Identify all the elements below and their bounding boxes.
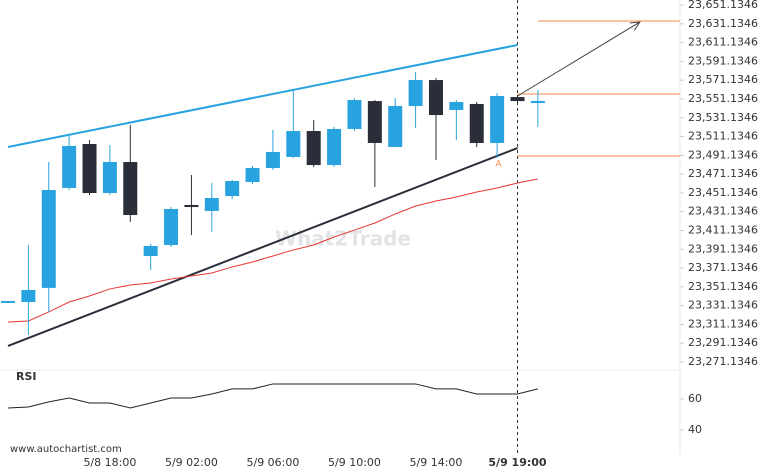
candle-body: [164, 208, 179, 245]
y-tick-label: 23,591.1346: [688, 54, 758, 67]
y-tick-label: 23,371.1346: [688, 261, 758, 274]
y-tick-label: 23,531.1346: [688, 111, 758, 124]
x-tick-label: 5/8 18:00: [83, 456, 136, 469]
rsi-title: RSI: [16, 370, 37, 383]
candle-body: [123, 162, 138, 216]
watermark: What2Trade: [275, 227, 411, 251]
x-tick-label: 5/9 10:00: [328, 456, 381, 469]
y-tick-label: 23,331.1346: [688, 299, 758, 312]
trendline: [7, 44, 518, 148]
candle-body: [1, 300, 15, 303]
y-tick-label: 23,611.1346: [688, 36, 758, 49]
rsi-tick-label: 40: [688, 423, 702, 436]
y-tick-label: 23,271.1346: [688, 355, 758, 368]
candle-body: [510, 97, 525, 102]
forecast-arrow: [517, 21, 641, 97]
candle-body: [530, 100, 545, 104]
candle-body: [245, 168, 260, 183]
candle-body: [449, 102, 464, 110]
x-tick-label: 5/9 19:00: [488, 456, 547, 469]
candle-body: [327, 128, 342, 166]
candle-body: [102, 162, 117, 194]
candle-body: [143, 246, 158, 256]
candle-body: [428, 80, 443, 116]
candle-body: [41, 190, 56, 288]
x-tick-label: 5/9 02:00: [165, 456, 218, 469]
pattern-label: A: [495, 160, 502, 170]
y-tick-label: 23,291.1346: [688, 336, 758, 349]
x-tick-label: 5/9 14:00: [410, 456, 463, 469]
candle-body: [367, 101, 382, 143]
x-tick-label: 5/9 06:00: [246, 456, 299, 469]
y-tick-label: 23,631.1346: [688, 17, 758, 30]
candle-body: [184, 204, 199, 208]
candle-body: [286, 131, 301, 157]
y-tick-label: 23,471.1346: [688, 167, 758, 180]
y-tick-label: 23,651.1346: [688, 0, 758, 11]
rsi-tick-label: 60: [688, 392, 702, 405]
y-tick-label: 23,311.1346: [688, 317, 758, 330]
y-tick-label: 23,411.1346: [688, 223, 758, 236]
y-tick-label: 23,391.1346: [688, 242, 758, 255]
candle-body: [225, 181, 240, 197]
y-tick-label: 23,451.1346: [688, 186, 758, 199]
candle-body: [265, 151, 280, 169]
source: www.autochartist.com: [10, 444, 122, 455]
y-tick-label: 23,351.1346: [688, 280, 758, 293]
candle-body: [388, 106, 403, 148]
arrow-head: [629, 21, 641, 31]
y-tick-label: 23,511.1346: [688, 130, 758, 143]
candle-body: [408, 80, 423, 107]
candle-body: [347, 100, 362, 129]
candle-body: [204, 198, 219, 211]
candle-body: [469, 103, 484, 143]
y-tick-label: 23,571.1346: [688, 73, 758, 86]
y-tick-label: 23,431.1346: [688, 205, 758, 218]
candle-body: [21, 289, 36, 302]
candle-body: [490, 95, 505, 143]
moving-average: [7, 178, 538, 323]
y-tick-label: 23,491.1346: [688, 148, 758, 161]
y-tick-label: 23,551.1346: [688, 92, 758, 105]
trendline: [7, 147, 518, 347]
candle-body: [82, 143, 97, 194]
candle-body: [306, 131, 321, 166]
rsi-line: [7, 383, 539, 409]
candle-body: [62, 145, 77, 188]
